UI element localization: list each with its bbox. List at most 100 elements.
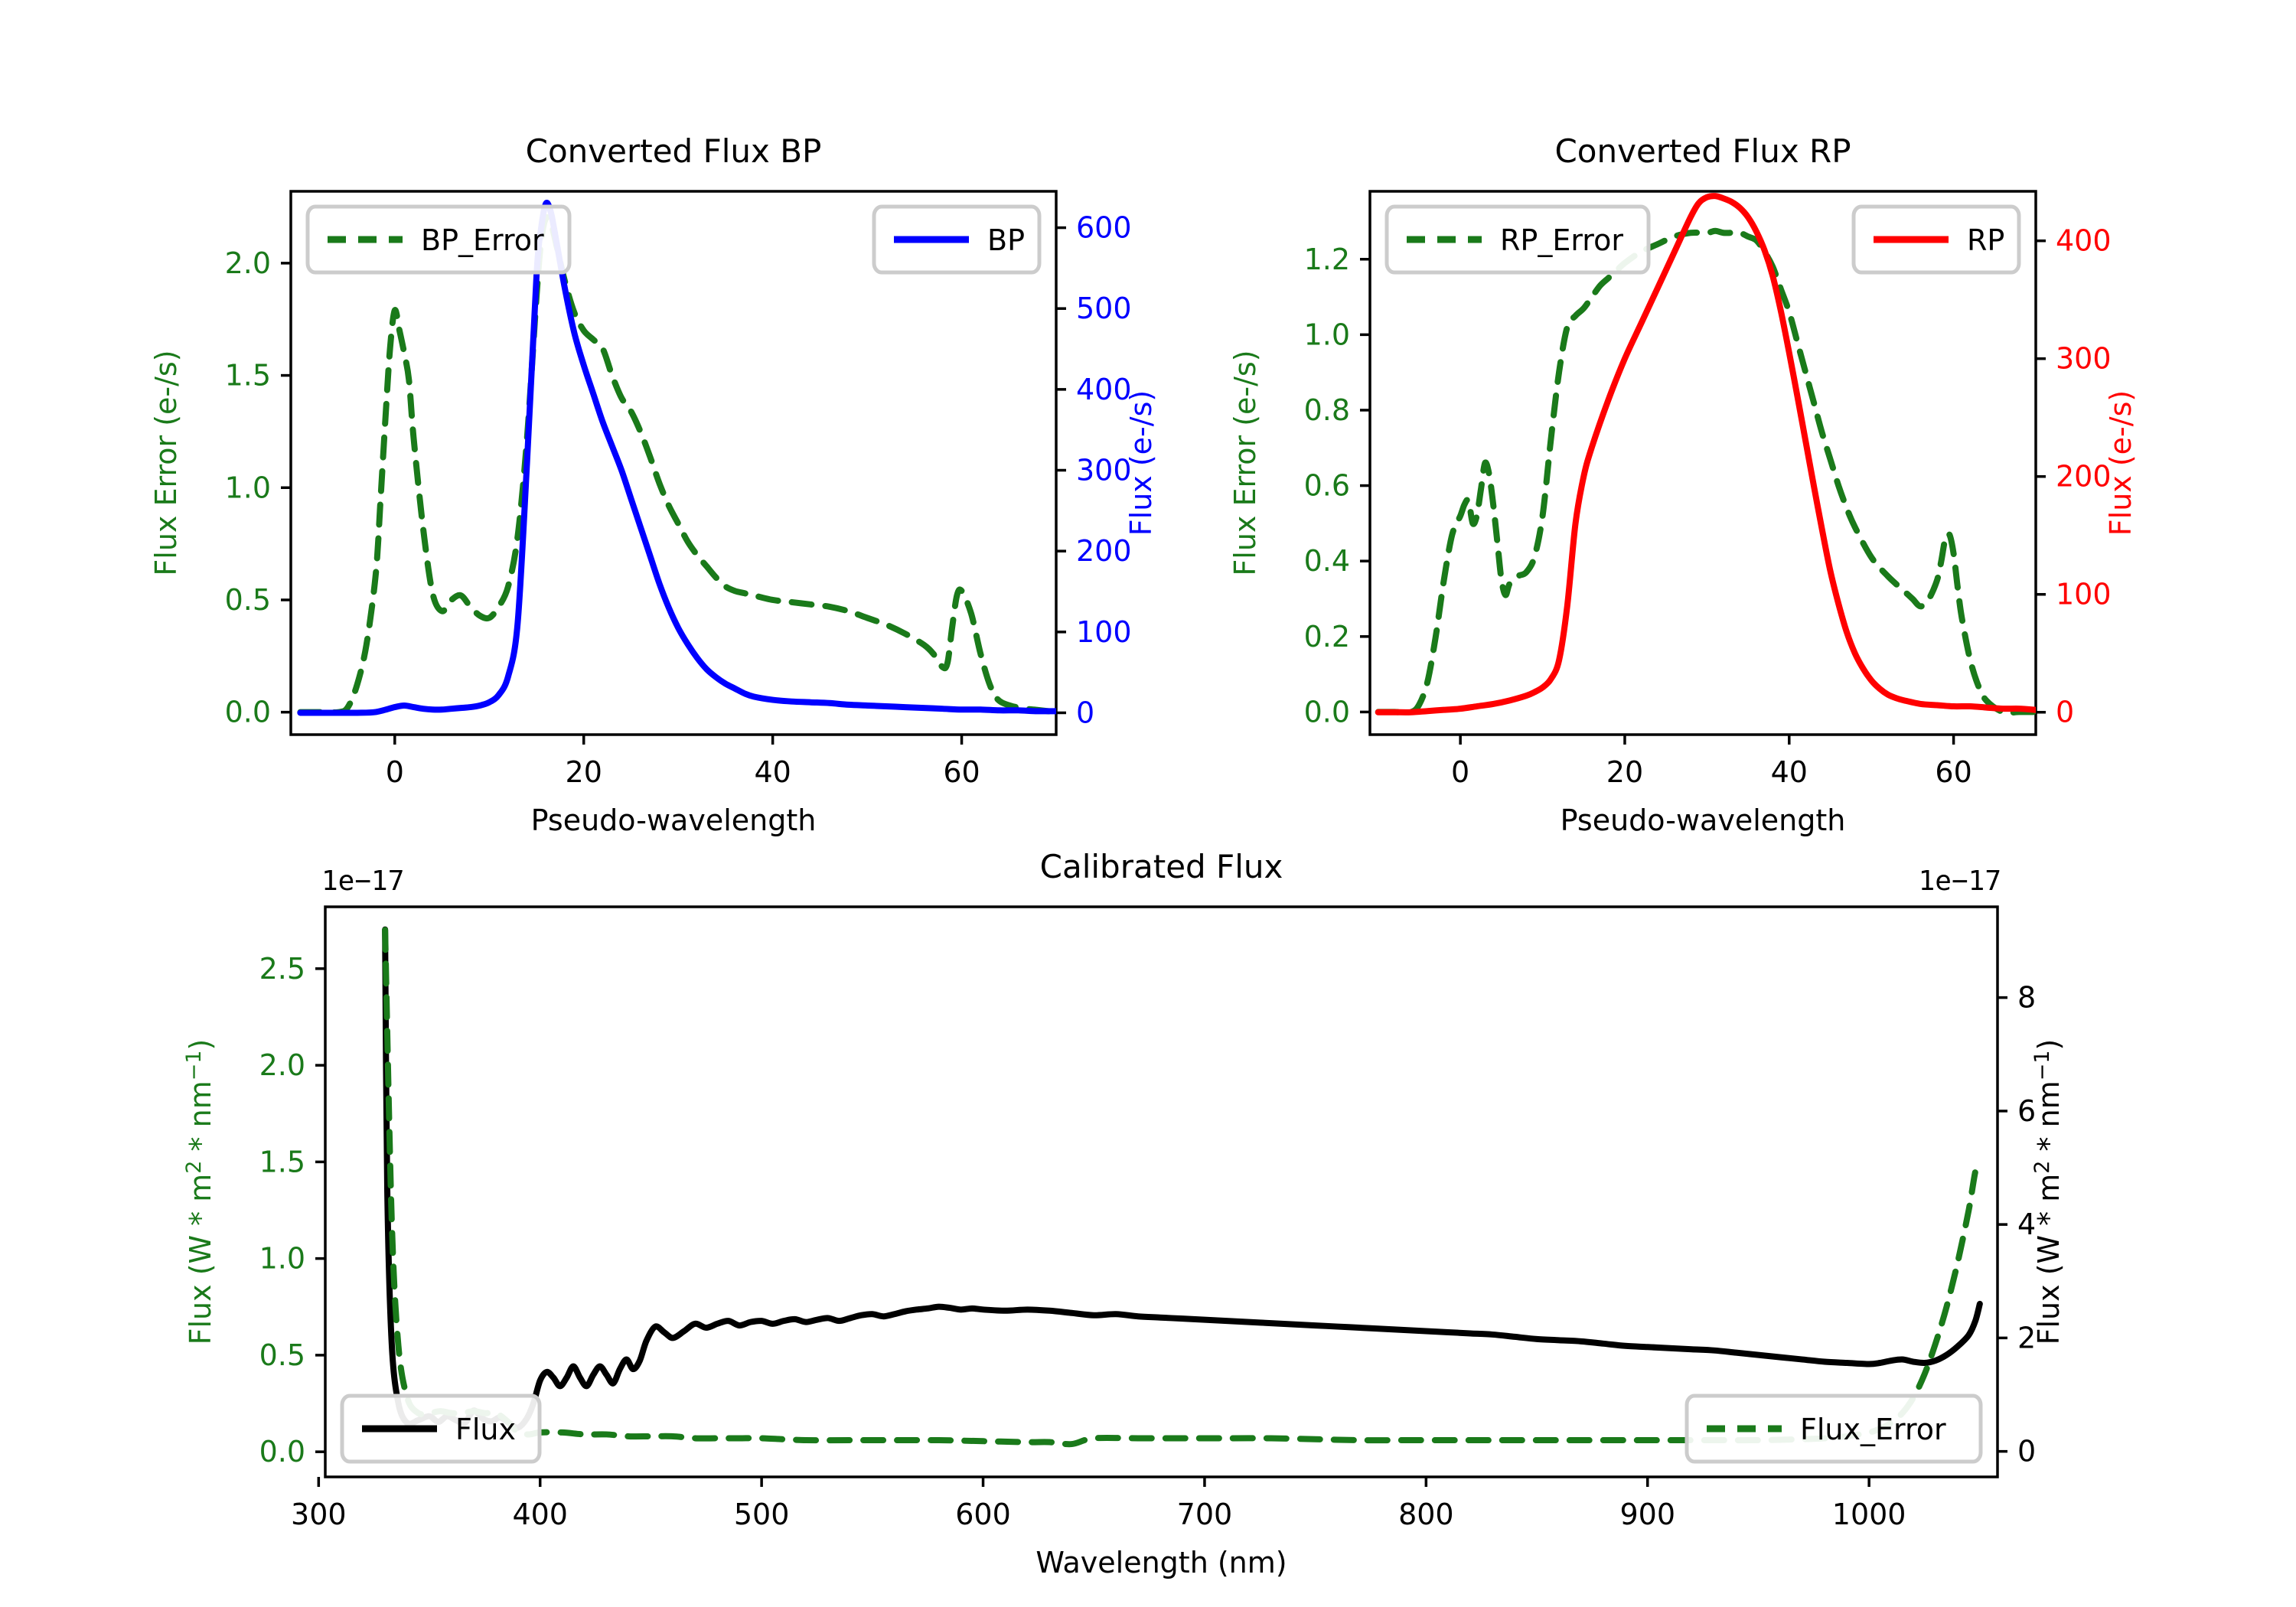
left-axis-label-group-bp: Flux Error (e-/s) [149, 350, 183, 575]
left-y-tick-label-calibrated: 1.5 [259, 1145, 305, 1178]
right-y-tick-label-bp: 0 [1076, 696, 1094, 729]
x-tick-label-calibrated: 600 [955, 1498, 1011, 1531]
legend-error-bp[interactable]: BP_Error [305, 204, 572, 275]
left-axis-label-group-rp: Flux Error (e-/s) [1228, 350, 1262, 575]
legend-flux-error-calibrated-label: Flux_Error [1800, 1413, 1946, 1446]
left-y-tick-label-rp: 1.0 [1304, 318, 1350, 351]
right-y-tick-label-bp: 200 [1076, 534, 1132, 568]
left-y-tick-label-bp: 1.5 [225, 359, 271, 393]
left-y-tick-label-bp: 2.0 [225, 246, 271, 280]
curve-bp_error [297, 214, 1056, 716]
left-y-tick-label-calibrated: 0.0 [259, 1435, 305, 1468]
left-axis-offset-text-calibrated: 1e−17 [321, 865, 404, 897]
right-axis-label-group-bp: Flux (e-/s) [1124, 390, 1158, 536]
right-y-tick-label-bp: 500 [1076, 292, 1132, 325]
legend-flux-calibrated[interactable]: Flux [340, 1393, 542, 1464]
right-y-tick-label-rp: 300 [2056, 342, 2112, 376]
right-y-tick-label-rp: 100 [2056, 578, 2112, 611]
left-y-tick-label-rp: 0.8 [1304, 393, 1350, 427]
x-axis-label-calibrated: Wavelength (nm) [1035, 1546, 1287, 1579]
right-axis-offset-text-calibrated: 1e−17 [1919, 865, 2001, 897]
x-tick-label-calibrated: 400 [512, 1498, 568, 1531]
x-tick-label-bp: 20 [566, 755, 602, 789]
right-y-tick-label-rp: 0 [2056, 696, 2074, 729]
panel-bp: Converted Flux BP 0 20 40 60 Pseudo-wavelengt… [149, 132, 1158, 837]
x-tick-label-bp: 40 [754, 755, 791, 789]
curve-rp_error [1375, 227, 2036, 716]
right-axis-label-bp: Flux (e-/s) [1124, 390, 1158, 536]
plot-frame-bp [289, 190, 1058, 736]
legend-flux-error-calibrated[interactable]: Flux_Error [1684, 1393, 1983, 1464]
x-tick-label-rp: 60 [1935, 755, 1971, 789]
right-y-tick-label-rp: 400 [2056, 224, 2112, 258]
legend-error-bp-box [305, 204, 572, 275]
left-y-tick-label-calibrated: 1.0 [259, 1242, 305, 1276]
right-y-tick-label-bp: 600 [1076, 211, 1132, 245]
legend-error-rp[interactable]: RP_Error [1384, 204, 1651, 275]
legend-flux-error-calibrated-box [1684, 1393, 1983, 1464]
left-axis-label-rp: Flux Error (e-/s) [1228, 350, 1262, 575]
legend-flux-calibrated-label: Flux [455, 1413, 516, 1446]
legend-error-bp-label: BP_Error [421, 223, 544, 257]
x-tick-label-calibrated: 1000 [1832, 1498, 1906, 1531]
x-axis-label-bp: Pseudo-wavelength [531, 804, 817, 837]
x-axis-label-rp: Pseudo-wavelength [1561, 804, 1846, 837]
left-y-tick-label-rp: 0.0 [1304, 695, 1350, 729]
left-y-tick-label-rp: 0.6 [1304, 469, 1350, 503]
legend-flux-bp-label: BP [987, 223, 1025, 257]
panel-title-rp: Converted Flux RP [1554, 132, 1851, 170]
plot-frame-rp [1368, 190, 2037, 736]
right-y-tick-label-calibrated: 8 [2017, 981, 2036, 1015]
legend-flux-bp[interactable]: BP [872, 204, 1042, 275]
panel-rp: Converted Flux RP 0 20 40 60 Pseudo-wavelengt… [1228, 132, 2138, 837]
right-axis-label-rp: Flux (e-/s) [2104, 390, 2138, 536]
left-y-tick-label-rp: 0.4 [1304, 544, 1350, 578]
legend-error-rp-box [1384, 204, 1651, 275]
curve-rp [1375, 193, 2036, 715]
right-y-tick-label-rp: 200 [2056, 460, 2112, 494]
legend-flux-rp[interactable]: RP [1851, 204, 2021, 275]
left-y-tick-label-bp: 1.0 [225, 471, 271, 504]
panel-title-bp: Converted Flux BP [526, 132, 822, 170]
legend-flux-rp-label: RP [1967, 223, 2004, 257]
right-y-tick-label-calibrated: 4 [2017, 1208, 2036, 1241]
left-y-tick-label-calibrated: 2.0 [259, 1048, 305, 1082]
left-y-tick-label-bp: 0.0 [225, 696, 271, 729]
right-y-tick-label-bp: 400 [1076, 373, 1132, 406]
right-y-tick-label-calibrated: 6 [2017, 1094, 2036, 1128]
legend-flux-calibrated-box [340, 1393, 542, 1464]
left-y-tick-label-rp: 1.2 [1304, 243, 1350, 276]
left-axis-label-bp: Flux Error (e-/s) [149, 350, 183, 575]
x-tick-label-calibrated: 900 [1619, 1498, 1675, 1531]
left-axis-label-group-calibrated: Flux (W * m2 * nm−1) [182, 1039, 217, 1345]
right-y-tick-label-bp: 100 [1076, 615, 1132, 649]
x-tick-label-calibrated: 500 [734, 1498, 790, 1531]
plot-frame-calibrated [324, 905, 1999, 1478]
x-tick-label-calibrated: 800 [1398, 1498, 1454, 1531]
x-tick-label-rp: 0 [1451, 755, 1469, 789]
x-tick-label-rp: 20 [1606, 755, 1643, 789]
right-axis-label-calibrated: Flux (W * m2 * nm−1) [2030, 1039, 2066, 1345]
curves-calibrated [382, 926, 1983, 1448]
left-y-tick-label-bp: 0.5 [225, 583, 271, 617]
left-y-tick-label-rp: 0.2 [1304, 620, 1350, 654]
left-y-tick-label-calibrated: 2.5 [259, 952, 305, 986]
right-y-tick-label-bp: 300 [1076, 454, 1132, 487]
x-tick-label-bp: 0 [386, 755, 404, 789]
x-tick-label-bp: 60 [943, 755, 980, 789]
x-tick-label-rp: 40 [1771, 755, 1808, 789]
curves-bp [297, 200, 1056, 716]
right-y-tick-label-calibrated: 0 [2017, 1435, 2036, 1468]
right-y-tick-label-calibrated: 2 [2017, 1321, 2036, 1354]
right-axis-label-group-calibrated: Flux (W * m2 * nm−1) [2030, 1039, 2066, 1345]
legend-error-rp-label: RP_Error [1500, 223, 1623, 257]
panel-calibrated: Calibrated Flux 1e−17 1e−17 300 400 500 600 700… [182, 848, 2066, 1579]
x-tick-label-calibrated: 300 [291, 1498, 347, 1531]
left-y-tick-label-calibrated: 0.5 [259, 1338, 305, 1372]
curves-rp [1375, 193, 2036, 716]
right-axis-label-group-rp: Flux (e-/s) [2104, 390, 2138, 536]
curve-bp [297, 200, 1056, 716]
curve-flux [382, 926, 1983, 1431]
